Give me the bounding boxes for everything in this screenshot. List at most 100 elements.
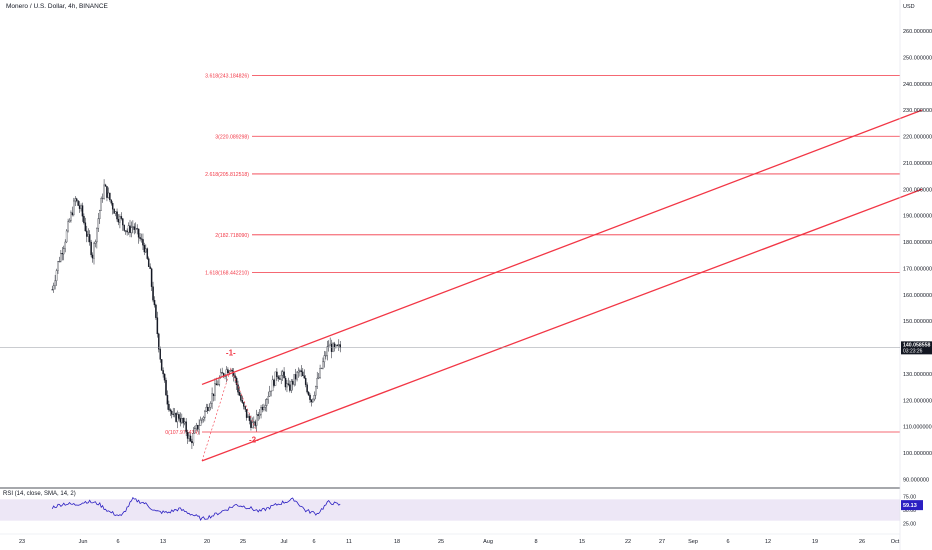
candle-body: [254, 421, 257, 426]
candle-body: [97, 218, 100, 229]
candle-body: [320, 367, 323, 369]
candle-body: [330, 343, 333, 352]
time-tick-label: 15: [579, 539, 585, 545]
candle-body: [212, 393, 215, 396]
candle-body: [319, 368, 321, 378]
time-tick-label: 19: [812, 539, 818, 545]
candle-body: [258, 414, 261, 416]
rsi-value-tag: [901, 500, 923, 511]
candle-body: [183, 421, 186, 424]
candle-body: [113, 209, 115, 214]
candle-body: [81, 205, 84, 217]
price-tick-label: 250.000000: [903, 55, 932, 61]
candle-body: [181, 418, 183, 423]
price-tick-label: 230.000000: [903, 108, 932, 114]
candle-body: [271, 379, 274, 392]
price-tag-value: 140.058558: [903, 342, 931, 348]
price-tick-label: 210.000000: [903, 161, 932, 167]
candle-body: [149, 266, 151, 269]
candle-body: [332, 343, 334, 352]
candle-body: [260, 407, 262, 415]
candle-body: [142, 239, 144, 246]
rsi-value-label: 59.13: [903, 503, 917, 509]
fib-extension-layer: 0(107.975434) 1.618(168.442210) 2(182.7180…: [165, 73, 900, 436]
channel-lines-layer: [201, 109, 923, 462]
candle-body: [281, 371, 284, 376]
candle-body: [135, 228, 137, 230]
candle-body: [289, 384, 291, 391]
candle-body: [129, 225, 131, 233]
candle-body: [243, 402, 245, 407]
candle-body: [146, 248, 149, 259]
candle-body: [100, 198, 102, 211]
candle-body: [235, 377, 238, 385]
candle-body: [338, 344, 340, 346]
candle-body: [96, 227, 98, 243]
candle-body: [234, 375, 236, 379]
candle-body: [60, 253, 62, 262]
candle-body: [130, 227, 133, 233]
candle-body: [326, 346, 329, 356]
candle-body: [87, 234, 89, 237]
candle-body: [86, 230, 88, 237]
time-tick-label: 25: [438, 539, 444, 545]
candle-body: [244, 406, 246, 410]
candle-body: [172, 414, 174, 415]
price-tick-label: 120.000000: [903, 398, 932, 404]
wave-dashed-line: [201, 367, 257, 462]
candle-body: [83, 216, 85, 223]
candle-body: [205, 406, 208, 412]
candle-body: [250, 420, 252, 428]
candle-body: [296, 372, 298, 380]
candle-body: [52, 285, 55, 290]
candle-body: [51, 289, 53, 291]
time-tick-label: 12: [765, 539, 771, 545]
candle-body: [171, 410, 173, 415]
candle-body: [198, 425, 200, 430]
candle-body: [54, 280, 56, 286]
candle-body: [204, 411, 206, 418]
candle-body: [294, 374, 297, 380]
wave-label: -2-: [249, 435, 259, 444]
candle-body: [77, 200, 79, 206]
time-tick-label: 27: [659, 539, 665, 545]
time-tick-label: 26: [859, 539, 865, 545]
candle-body: [325, 355, 327, 357]
wave-label: -1-: [226, 348, 236, 357]
candle-body: [116, 211, 118, 220]
candle-body: [91, 254, 94, 259]
candle-body: [152, 286, 154, 301]
candle-body: [221, 372, 223, 374]
candle-body: [55, 270, 58, 281]
price-tick-label: 90.000000: [903, 477, 929, 483]
candle-body: [153, 300, 156, 306]
candle-body: [323, 355, 326, 363]
candle-body: [307, 391, 310, 396]
candle-body: [199, 419, 202, 426]
candle-body: [61, 253, 64, 255]
candle-body: [253, 421, 255, 423]
wave-labels-layer: -1- -2-: [226, 348, 259, 444]
candle-body: [63, 248, 65, 255]
price-tick-label: 150.000000: [903, 319, 932, 325]
candle-body: [283, 371, 285, 379]
candle-body: [310, 399, 313, 403]
candle-body: [329, 343, 331, 347]
time-tick-label: 11: [346, 539, 352, 545]
candle-body: [114, 211, 117, 214]
candle-body: [335, 344, 337, 348]
candle-body: [287, 383, 290, 385]
candle-body: [122, 218, 124, 226]
candle-body: [120, 216, 123, 219]
candle-body: [103, 184, 105, 199]
candle-body: [196, 425, 199, 430]
price-tick-label: 160.000000: [903, 293, 932, 299]
candle-body: [245, 409, 248, 418]
candle-body: [64, 241, 66, 249]
candle-body: [136, 228, 138, 230]
fib-level-label: 3(220.089298): [215, 134, 249, 140]
candle-body: [266, 399, 268, 406]
candle-body: [231, 369, 233, 372]
